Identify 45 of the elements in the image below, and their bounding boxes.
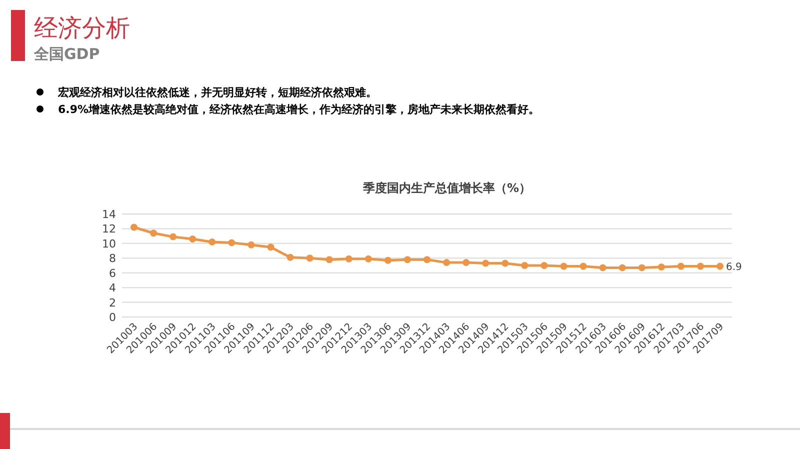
y-tick-label: 8	[109, 252, 116, 266]
point	[364, 255, 372, 262]
text: 季度国内生产总值增长率（%）	[362, 181, 532, 195]
point	[580, 262, 587, 270]
point	[384, 256, 392, 264]
point	[306, 254, 314, 262]
y-tick-label: 4	[109, 282, 116, 295]
point	[404, 256, 411, 264]
data-label: 6.9	[726, 262, 742, 274]
point	[638, 264, 646, 272]
point	[618, 264, 626, 272]
point	[443, 259, 450, 266]
point	[170, 233, 177, 240]
point	[599, 264, 606, 272]
y-tick-label: 12	[102, 222, 116, 236]
point	[560, 262, 568, 270]
point	[208, 238, 216, 246]
point	[267, 244, 274, 251]
text: 宏观经济相对以往依然低迷，并无明显好转，短期经济依然艰难。	[57, 86, 377, 99]
point	[482, 260, 490, 267]
point	[677, 262, 684, 270]
point	[189, 236, 196, 243]
point	[326, 256, 333, 264]
point	[248, 241, 255, 248]
point	[716, 262, 724, 270]
point	[502, 260, 509, 267]
point	[521, 262, 528, 269]
text: 6.9%增速依然是较高绝对值，经济依然在高速增长，作为经济的引擎，房地产未来长期依然看好。	[58, 103, 540, 116]
chart-subtitle: 全国GDP	[33, 45, 100, 63]
point	[150, 230, 158, 237]
y-tick-label: 2	[109, 296, 116, 310]
y-tick-label: 6	[109, 266, 116, 280]
chart-title: 经济分析	[34, 14, 130, 42]
point	[696, 262, 704, 270]
point	[540, 262, 548, 269]
point	[658, 263, 665, 270]
point	[228, 239, 236, 246]
point	[462, 259, 470, 266]
y-tick-label: 14	[102, 208, 116, 221]
y-tick-label: 10	[102, 237, 116, 250]
point	[130, 224, 138, 231]
y-tick-label: 0	[109, 311, 116, 324]
point	[424, 256, 430, 264]
point	[286, 254, 294, 261]
point	[345, 255, 352, 262]
